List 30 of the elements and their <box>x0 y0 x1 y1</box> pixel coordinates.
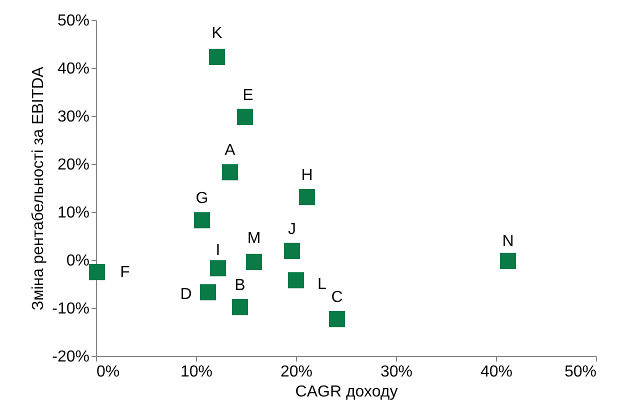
x-tick-label: 30% <box>380 364 413 380</box>
x-tick-label: 50% <box>564 364 596 380</box>
annotation: G <box>196 190 208 208</box>
annotation: K <box>212 24 223 42</box>
y-tick-label: -20% <box>52 348 90 366</box>
x-axis-title: CAGR доходу <box>295 384 398 400</box>
annotation: N <box>502 232 514 250</box>
annotation: J <box>288 220 296 238</box>
y-tick-label: 0% <box>66 252 90 270</box>
annotation: E <box>242 86 254 104</box>
x-tick-label: 10% <box>180 364 213 380</box>
x-tick-label: 0% <box>96 364 120 380</box>
y-axis-title: Зміна рентабельності за EBITDA <box>30 66 48 310</box>
y-tick-label: -10% <box>52 300 90 318</box>
annotation: H <box>301 167 313 184</box>
annotation: B <box>234 277 246 294</box>
annotation: I <box>216 242 220 260</box>
y-tick-label: 20% <box>57 156 90 174</box>
annotation: C <box>331 289 343 306</box>
y-tick-label: 40% <box>57 60 90 78</box>
annotation: M <box>247 230 261 247</box>
y-tick-label: 30% <box>57 108 90 126</box>
annotation: L <box>318 276 327 294</box>
x-tick-label: 20% <box>280 364 313 380</box>
annotation: A <box>224 142 236 160</box>
annotation: F <box>120 264 130 281</box>
y-tick-label: 50% <box>57 12 90 30</box>
x-tick-label: 40% <box>480 364 513 380</box>
y-tick-label: 10% <box>57 204 90 222</box>
annotation: D <box>180 286 192 304</box>
